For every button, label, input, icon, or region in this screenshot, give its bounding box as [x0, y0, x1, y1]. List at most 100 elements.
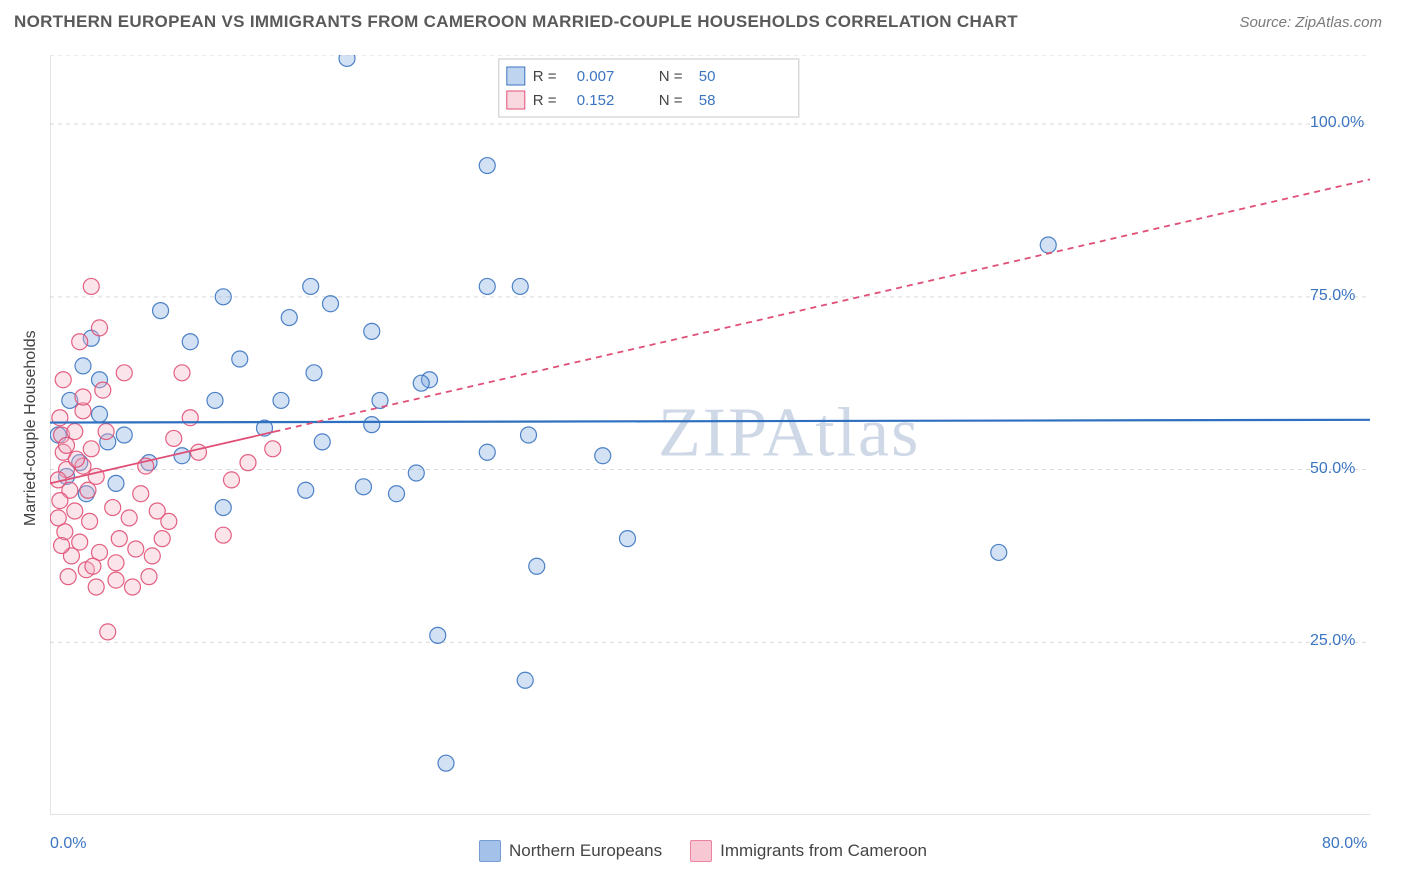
data-point — [364, 417, 380, 433]
data-point — [215, 500, 231, 516]
data-point — [273, 392, 289, 408]
x-tick-label: 80.0% — [1322, 835, 1367, 853]
chart-title: NORTHERN EUROPEAN VS IMMIGRANTS FROM CAM… — [14, 12, 1018, 32]
y-tick-label: 25.0% — [1310, 632, 1355, 650]
y-tick-label: 100.0% — [1310, 114, 1364, 132]
data-point — [323, 296, 339, 312]
legend-r-value: 0.152 — [577, 92, 615, 109]
legend-label: Immigrants from Cameroon — [720, 841, 927, 861]
data-point — [174, 448, 190, 464]
data-point — [98, 424, 114, 440]
data-point — [224, 472, 240, 488]
data-point — [232, 351, 248, 367]
source-credit: Source: ZipAtlas.com — [1239, 14, 1382, 31]
data-point — [55, 372, 71, 388]
data-point — [430, 627, 446, 643]
data-point — [116, 365, 132, 381]
data-point — [149, 503, 165, 519]
data-point — [595, 448, 611, 464]
data-point — [364, 323, 380, 339]
data-point — [111, 531, 127, 547]
data-point — [154, 531, 170, 547]
legend-r-label: R = — [533, 92, 557, 109]
data-point — [59, 437, 75, 453]
x-tick-label: 0.0% — [50, 835, 86, 853]
data-point — [72, 334, 88, 350]
bottom-legend-item: Northern Europeans — [479, 840, 662, 862]
data-point — [75, 358, 91, 374]
data-point — [306, 365, 322, 381]
legend-swatch — [690, 840, 712, 862]
data-point — [88, 579, 104, 595]
data-point — [215, 527, 231, 543]
data-point — [54, 538, 70, 554]
data-point — [298, 482, 314, 498]
legend-label: Northern Europeans — [509, 841, 662, 861]
data-point — [215, 289, 231, 305]
legend-n-value: 58 — [699, 92, 716, 109]
data-point — [339, 55, 355, 66]
legend-r-label: R = — [533, 68, 557, 85]
data-point — [80, 482, 96, 498]
data-point — [265, 441, 281, 457]
data-point — [240, 455, 256, 471]
data-point — [413, 375, 429, 391]
data-point — [60, 569, 76, 585]
data-point — [166, 430, 182, 446]
data-point — [128, 541, 144, 557]
bottom-legend-item: Immigrants from Cameroon — [690, 840, 927, 862]
data-point — [121, 510, 137, 526]
data-point — [133, 486, 149, 502]
data-point — [356, 479, 372, 495]
data-point — [620, 531, 636, 547]
data-point — [153, 303, 169, 319]
y-tick-label: 75.0% — [1310, 287, 1355, 305]
data-point — [408, 465, 424, 481]
data-point — [108, 572, 124, 588]
data-point — [141, 569, 157, 585]
data-point — [95, 382, 111, 398]
data-point — [83, 278, 99, 294]
data-point — [68, 451, 84, 467]
data-point — [512, 278, 528, 294]
scatter-plot: ZIPAtlas R = 0.007 N = 50 R = 0.152 N = 58 — [50, 55, 1370, 815]
data-point — [92, 406, 108, 422]
data-point — [50, 510, 66, 526]
data-point — [191, 444, 207, 460]
data-point — [314, 434, 330, 450]
data-point — [108, 555, 124, 571]
data-point — [207, 392, 223, 408]
legend-n-label: N = — [659, 92, 683, 109]
data-point — [125, 579, 141, 595]
bottom-legend: Northern Europeans Immigrants from Camero… — [0, 840, 1406, 862]
legend-swatch — [507, 91, 525, 109]
data-point — [52, 493, 68, 509]
data-point — [517, 672, 533, 688]
data-point — [521, 427, 537, 443]
y-axis-label: Married-couple Households — [22, 331, 40, 527]
data-point — [389, 486, 405, 502]
data-point — [72, 534, 88, 550]
data-point — [105, 500, 121, 516]
data-point — [100, 624, 116, 640]
data-point — [116, 427, 132, 443]
data-point — [144, 548, 160, 564]
data-point — [67, 503, 83, 519]
legend-n-value: 50 — [699, 68, 716, 85]
data-point — [75, 389, 91, 405]
data-point — [85, 558, 101, 574]
data-point — [479, 158, 495, 174]
data-point — [67, 424, 83, 440]
data-point — [182, 334, 198, 350]
legend-r-value: 0.007 — [577, 68, 615, 85]
legend-n-label: N = — [659, 68, 683, 85]
data-point — [83, 441, 99, 457]
data-point — [479, 444, 495, 460]
data-point — [438, 755, 454, 771]
legend-swatch — [507, 67, 525, 85]
data-point — [479, 278, 495, 294]
data-point — [529, 558, 545, 574]
data-point — [991, 544, 1007, 560]
watermark: ZIPAtlas — [658, 395, 920, 472]
data-point — [92, 320, 108, 336]
